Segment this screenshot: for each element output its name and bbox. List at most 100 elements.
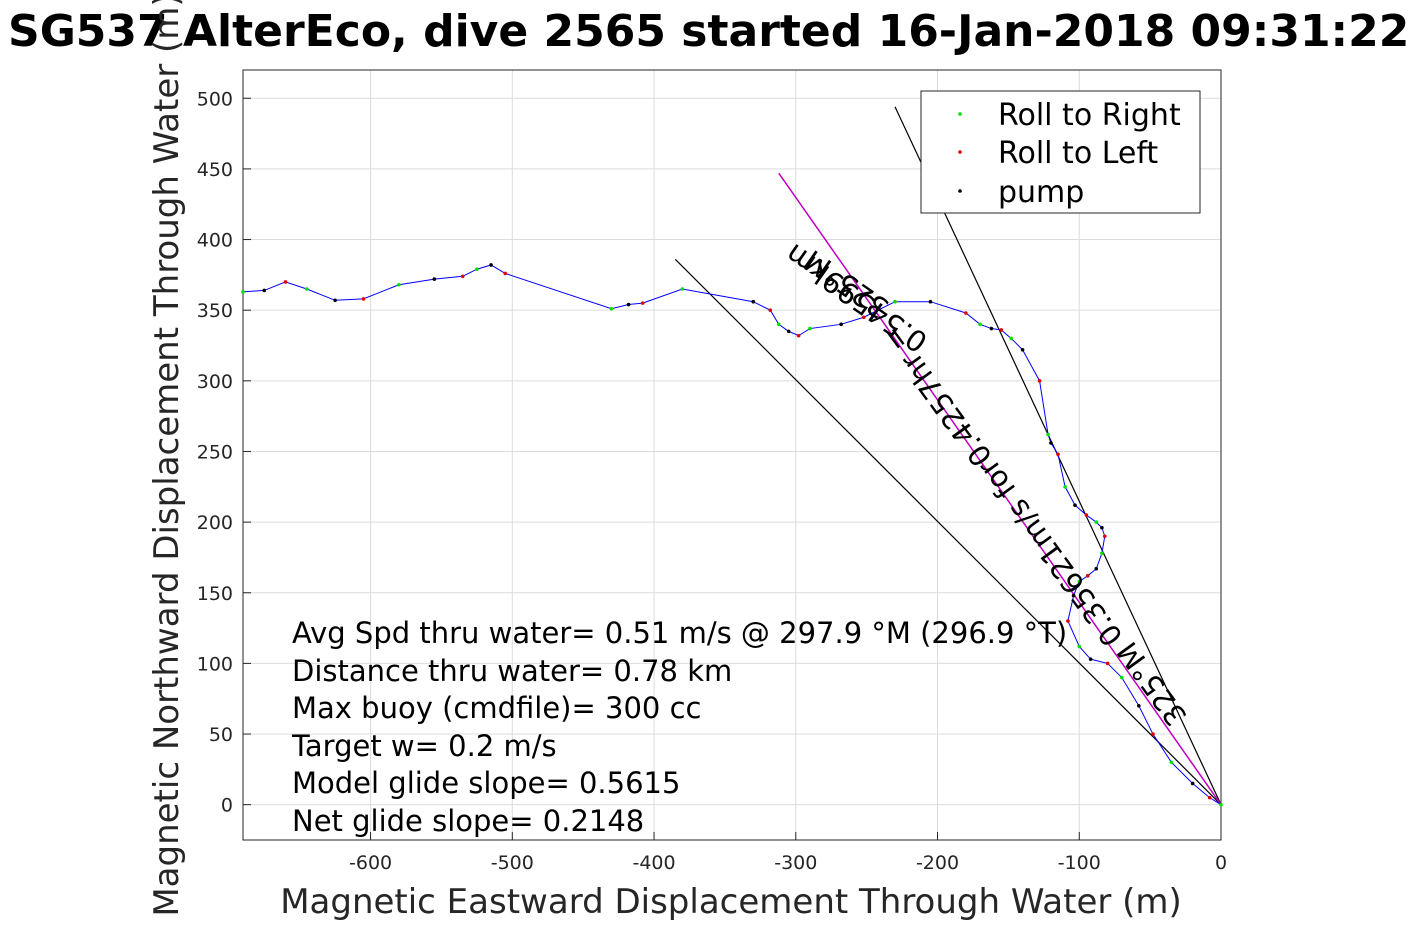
stat-avg-speed: Avg Spd thru water= 0.51 m/s @ 297.9 °M … [292,616,1067,650]
legend-label-roll-left: Roll to Left [998,136,1158,171]
heading-line [778,172,1222,806]
legend-marker-roll-left [958,150,962,154]
track-points [241,263,1223,807]
track-point [304,287,309,291]
track-point [1077,644,1082,649]
track-point [999,328,1004,332]
stat-max-buoy: Max buoy (cmdfile)= 300 cc [292,691,701,725]
legend-marker-pump [958,189,962,193]
y-tick-label: 300 [197,371,233,393]
y-tick-label: 450 [197,159,233,181]
y-tick-label: 500 [197,88,233,110]
track-point [1085,573,1090,578]
track-point [460,274,465,279]
track-point [626,302,631,307]
y-tick-label: 50 [209,724,233,746]
track-point [262,288,267,293]
annotation-heading-bottom: 325°M [1110,636,1193,733]
legend: Roll to Right Roll to Left pump [920,90,1201,214]
track-point [1077,579,1082,584]
track-point [796,333,801,338]
track-point [1094,566,1099,571]
x-tick-label: -300 [774,852,817,874]
stat-net-glide: Net glide slope= 0.2148 [292,804,644,838]
stat-distance: Distance thru water= 0.78 km [292,654,732,688]
dive-statistics: Avg Spd thru water= 0.51 m/s @ 297.9 °M … [291,616,1067,838]
track-point [751,299,756,304]
heading-annotations: 325°M 0.54599km 0.35621m/s for0.4257hr =… [779,237,1194,732]
y-axis-label: Magnetic Northward Displacement Through … [147,0,187,917]
y-tick-label: 150 [197,583,233,605]
track-point [361,297,366,301]
y-tick-label: 250 [197,441,233,463]
track-point [333,298,337,303]
x-tick-label: -100 [1058,852,1101,874]
legend-box [920,90,1201,214]
annotation-speed: 0.35621m/s for0.4257hr = [874,319,1129,652]
track-point [862,315,866,320]
track-point [1071,593,1076,598]
track-point [1084,513,1089,517]
track-point [432,277,437,281]
track-point [609,306,614,311]
stat-model-glide: Model glide slope= 0.5615 [292,766,680,800]
stat-target-w: Target w= 0.2 m/s [291,729,557,763]
track-point [680,287,685,291]
chart-title: SG537 AlterEco, dive 2565 started 16-Jan… [8,6,1409,57]
track-point [989,326,994,331]
track-point [928,299,933,304]
track-point [1094,520,1099,524]
track-point [1073,503,1077,507]
track-point [1169,760,1174,765]
track-point [1190,781,1195,786]
track-point [1063,484,1067,489]
track-point [893,299,897,304]
track-point [839,322,843,327]
y-tick-label: 400 [197,230,233,252]
track-point [283,280,288,284]
track-point [1136,703,1141,708]
y-tick-label: 350 [197,300,233,322]
track-point [489,263,493,267]
y-tick-label: 200 [197,512,233,534]
track-point [1219,802,1223,807]
legend-marker-roll-right [958,112,962,116]
track-point [475,267,479,272]
track-point [397,282,401,287]
track-point [503,271,508,276]
track-point [1037,379,1042,383]
track-point [1049,441,1053,445]
track-point [1088,657,1093,661]
track-point [1151,732,1155,736]
track-point [964,311,968,315]
track-point [1102,534,1107,539]
y-tick-label: 100 [197,653,233,675]
legend-label-pump: pump [998,175,1084,210]
track-point [1105,661,1110,666]
track-point [1009,336,1014,341]
track-point [1056,452,1060,457]
track-point [1207,795,1212,800]
track-point [1046,432,1050,437]
track-point [808,326,812,331]
plot-area [242,69,1222,841]
x-tick-label: 0 [1215,852,1227,874]
track-point [241,290,245,294]
x-axis-ticks: -600 -500 -400 -300 -200 -100 0 [349,832,1227,874]
track-point [1100,525,1104,530]
y-tick-label: 0 [221,795,233,817]
track-point [978,322,982,327]
track-point [640,301,645,305]
track-point [776,322,781,327]
track-point [786,329,791,334]
heading-ray [674,258,1222,806]
track-point [1066,619,1070,623]
track-point [1119,675,1124,680]
track-point [768,308,773,312]
legend-label-roll-right: Roll to Right [998,98,1181,133]
track-point [1020,347,1025,352]
dive-track-series [242,264,1222,806]
x-tick-label: -200 [916,852,959,874]
x-axis-label: Magnetic Eastward Displacement Through W… [280,882,1182,922]
